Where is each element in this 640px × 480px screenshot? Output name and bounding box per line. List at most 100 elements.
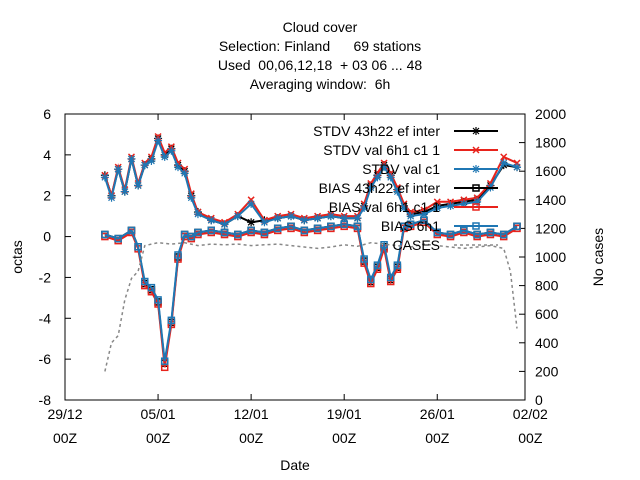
data-point [472,165,480,173]
y2-tick-label: 1600 [535,163,566,179]
data-point [313,214,322,223]
data-point [101,230,109,239]
data-point [326,212,335,221]
data-point [386,173,395,182]
data-point [247,199,256,208]
x-tick-label: 19/01 [327,406,362,422]
data-point [393,187,402,196]
series-line [104,219,518,362]
data-point [446,201,455,210]
data-point [160,357,169,365]
x-tick-label: 05/01 [141,406,176,422]
data-point [353,214,362,223]
y2-tick-label: 200 [535,363,559,379]
y2-tick-label: 800 [535,278,559,294]
y2-tick-label: 1800 [535,135,566,151]
data-point [187,193,196,202]
data-point [473,197,482,206]
data-point [327,222,335,231]
data-point [360,203,369,212]
data-point [247,226,255,235]
data-point [393,261,402,269]
x-tick-label: 02/02 [513,406,548,422]
data-point [420,216,428,224]
data-point [147,156,156,165]
y2-tick-label: 1400 [535,192,566,208]
title-line-1: Cloud cover [282,19,358,35]
data-point [499,159,508,168]
x-tick-label-hour: 00Z [518,430,543,446]
x-axis-label: Date [280,457,310,473]
x-tick-label: 29/12 [47,406,82,422]
data-point [114,234,122,243]
y2-axis-label: No cases [590,228,606,286]
data-point [460,226,468,235]
data-point [419,210,428,219]
data-point [273,224,282,233]
data-point [174,251,182,259]
legend-label: STDV val 6h1 c1 1 [323,142,440,158]
data-point [472,184,480,192]
data-point [154,136,163,145]
data-point [120,187,129,196]
title-line-3: Used 00,06,12,18 + 03 06 ... 48 [217,57,423,73]
data-point [472,146,480,154]
legend-label: BIAS 6h1 [381,218,440,234]
y-tick-label: -2 [39,269,52,285]
data-point [260,228,269,237]
data-point [174,163,183,172]
data-point [233,212,242,221]
data-point [473,230,481,239]
data-point [247,218,256,227]
data-point [300,226,309,235]
title-line-2: Selection: Finland 69 stations [218,38,422,54]
y-tick-label: -8 [39,392,52,408]
data-point [134,181,143,190]
data-point [446,230,455,239]
data-point [134,243,142,251]
data-point [160,152,169,161]
data-point [459,199,468,208]
data-point [194,228,202,237]
series-5 [101,216,521,365]
x-tick-label-hour: 00Z [425,430,450,446]
x-tick-label: 12/01 [234,406,269,422]
data-point [147,283,156,292]
data-point [193,210,202,219]
data-point [127,154,136,163]
series-1 [101,132,521,226]
data-point [220,228,229,237]
data-point [366,183,375,192]
data-point [500,153,508,161]
x-tick-label-hour: 00Z [53,430,78,446]
data-point [273,214,282,223]
data-point [141,277,149,286]
data-point [373,173,382,182]
y-tick-label: 0 [43,229,51,245]
data-point [300,216,309,225]
series-4 [101,218,521,372]
data-point [433,198,441,206]
data-point [140,161,149,170]
data-point [472,222,480,230]
data-point [180,169,189,178]
x-tick-label: 26/01 [420,406,455,422]
data-point [400,203,409,212]
data-point [360,255,368,263]
legend-label: CASES [393,237,440,253]
series-6 [104,241,518,372]
y2-tick-label: 0 [535,392,543,408]
data-point [207,226,215,235]
series-line [104,219,518,364]
data-point [287,222,295,231]
data-point [114,165,123,174]
title-line-4: Averaging window: 6h [249,76,391,92]
data-point [154,296,162,304]
x-tick-label-hour: 00Z [332,430,357,446]
data-point [313,224,322,233]
data-point [260,218,269,227]
data-point [207,216,216,225]
series-line [104,241,518,372]
data-point [472,203,480,211]
y-tick-label: 4 [43,147,51,163]
